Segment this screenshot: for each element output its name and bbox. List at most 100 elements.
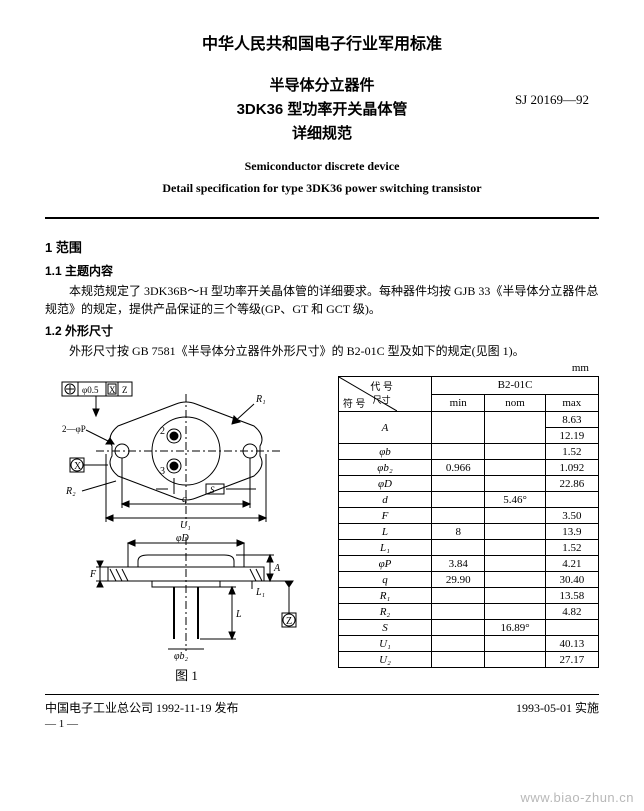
table-cell <box>432 588 485 604</box>
col-nom: nom <box>485 394 545 412</box>
table-diag-header: 代 号尺寸 符 号 <box>339 377 397 411</box>
table-cell <box>485 540 545 556</box>
table-row-sym: A <box>338 412 431 444</box>
table-row: φb 1.52 <box>338 444 598 460</box>
svg-text:R₁: R₁ <box>255 394 266 405</box>
table-cell <box>485 588 545 604</box>
dimension-table-column: 代 号尺寸 符 号 B2-01C min nom max A8.6312.19φ… <box>338 376 599 668</box>
footer-publish: 中国电子工业总公司 1992-11-19 发布 <box>45 699 239 716</box>
en-title-line1: Semiconductor discrete device <box>45 156 599 178</box>
section-1-heading: 1 范围 <box>45 237 599 256</box>
section-1-1-body: 本规范规定了 3DK36B～H 型功率开关晶体管的详细要求。每种器件均按 GJB… <box>45 282 599 318</box>
table-row-sym: d <box>338 492 431 508</box>
table-cell <box>432 540 485 556</box>
table-cell <box>485 508 545 524</box>
unit-label: mm <box>45 362 589 374</box>
table-cell: 5.46° <box>485 492 545 508</box>
table-cell <box>432 412 485 444</box>
table-row-sym: R₁ <box>338 588 431 604</box>
table-cell <box>432 492 485 508</box>
section-1-2-heading: 1.2 外形尺寸 <box>45 322 599 339</box>
outline-drawing-top: φ0.5 X Z 2—φP X R₂ <box>56 376 316 531</box>
svg-text:U₁: U₁ <box>180 520 191 531</box>
table-cell <box>432 476 485 492</box>
table-cell: 1.092 <box>545 460 598 476</box>
table-cell <box>485 444 545 460</box>
table-cell: 30.40 <box>545 572 598 588</box>
figure-caption: 图 1 <box>45 665 328 684</box>
figure-table-row: φ0.5 X Z 2—φP X R₂ <box>45 376 599 684</box>
table-cell <box>432 444 485 460</box>
table-cell <box>432 652 485 668</box>
table-cell <box>432 620 485 636</box>
table-cell: 22.86 <box>545 476 598 492</box>
table-cell <box>485 652 545 668</box>
table-row-sym: U₁ <box>338 636 431 652</box>
table-row: L813.9 <box>338 524 598 540</box>
table-row: φD 22.86 <box>338 476 598 492</box>
table-row: U₁40.13 <box>338 636 598 652</box>
svg-text:R₂: R₂ <box>65 486 76 497</box>
title-block: 半导体分立器件 3DK36 型功率开关晶体管 详细规范 SJ 20169—92 <box>45 74 599 146</box>
table-row-sym: φb <box>338 444 431 460</box>
table-row: R₂4.82 <box>338 604 598 620</box>
table-row-sym: F <box>338 508 431 524</box>
en-title-line2: Detail specification for type 3DK36 powe… <box>45 178 599 200</box>
table-row-sym: U₂ <box>338 652 431 668</box>
svg-text:φb₂: φb₂ <box>174 651 189 661</box>
table-cell: 1.52 <box>545 540 598 556</box>
table-cell: 29.90 <box>432 572 485 588</box>
table-row-sym: φb₂ <box>338 460 431 476</box>
table-cell: 4.21 <box>545 556 598 572</box>
table-row-sym: φD <box>338 476 431 492</box>
svg-text:Z: Z <box>122 385 128 395</box>
table-cell: 0.966 <box>432 460 485 476</box>
table-cell: 13.58 <box>545 588 598 604</box>
svg-text:S: S <box>210 485 215 495</box>
footer-row: 中国电子工业总公司 1992-11-19 发布 1993-05-01 实施 <box>45 699 599 716</box>
col-max: max <box>545 394 598 412</box>
table-cell: 27.17 <box>545 652 598 668</box>
table-cell <box>485 460 545 476</box>
table-cell <box>432 604 485 620</box>
table-cell: 16.89° <box>485 620 545 636</box>
svg-text:φ0.5: φ0.5 <box>82 385 99 395</box>
table-cell: 1.52 <box>545 444 598 460</box>
table-cell <box>485 604 545 620</box>
figure-column: φ0.5 X Z 2—φP X R₂ <box>45 376 328 684</box>
table-cell <box>432 508 485 524</box>
footer-separator <box>45 694 599 695</box>
title-separator <box>45 217 599 219</box>
table-cell: 12.19 <box>545 428 598 444</box>
svg-text:X: X <box>109 385 116 395</box>
table-row: φP3.844.21 <box>338 556 598 572</box>
col-min: min <box>432 394 485 412</box>
svg-text:2: 2 <box>160 426 165 437</box>
table-row-sym: L <box>338 524 431 540</box>
table-cell <box>485 556 545 572</box>
standard-code: SJ 20169—92 <box>515 92 589 108</box>
svg-text:F: F <box>89 569 97 580</box>
table-row: F3.50 <box>338 508 598 524</box>
table-row-sym: R₂ <box>338 604 431 620</box>
table-cell: 3.84 <box>432 556 485 572</box>
page-number: — 1 — <box>45 718 599 730</box>
table-row-sym: L₁ <box>338 540 431 556</box>
table-row-sym: q <box>338 572 431 588</box>
section-1-2-body: 外形尺寸按 GB 7581《半导体分立器件外形尺寸》的 B2-01C 型及如下的… <box>45 342 599 360</box>
svg-text:X: X <box>74 461 82 472</box>
doc-title-line3: 详细规范 <box>45 122 599 146</box>
dimension-table: 代 号尺寸 符 号 B2-01C min nom max A8.6312.19φ… <box>338 376 599 668</box>
table-cell: 8.63 <box>545 412 598 428</box>
section-1-1-heading: 1.1 主题内容 <box>45 262 599 279</box>
footer-effective: 1993-05-01 实施 <box>516 699 599 716</box>
table-cell <box>485 476 545 492</box>
table-cell <box>485 636 545 652</box>
svg-text:2—φP: 2—φP <box>62 424 86 434</box>
table-row: R₁ 13.58 <box>338 588 598 604</box>
svg-text:A: A <box>273 563 281 574</box>
table-row: φb₂0.966 1.092 <box>338 460 598 476</box>
table-cell <box>485 572 545 588</box>
table-cell <box>545 492 598 508</box>
watermark: www.biao-zhun.cn <box>521 790 635 805</box>
